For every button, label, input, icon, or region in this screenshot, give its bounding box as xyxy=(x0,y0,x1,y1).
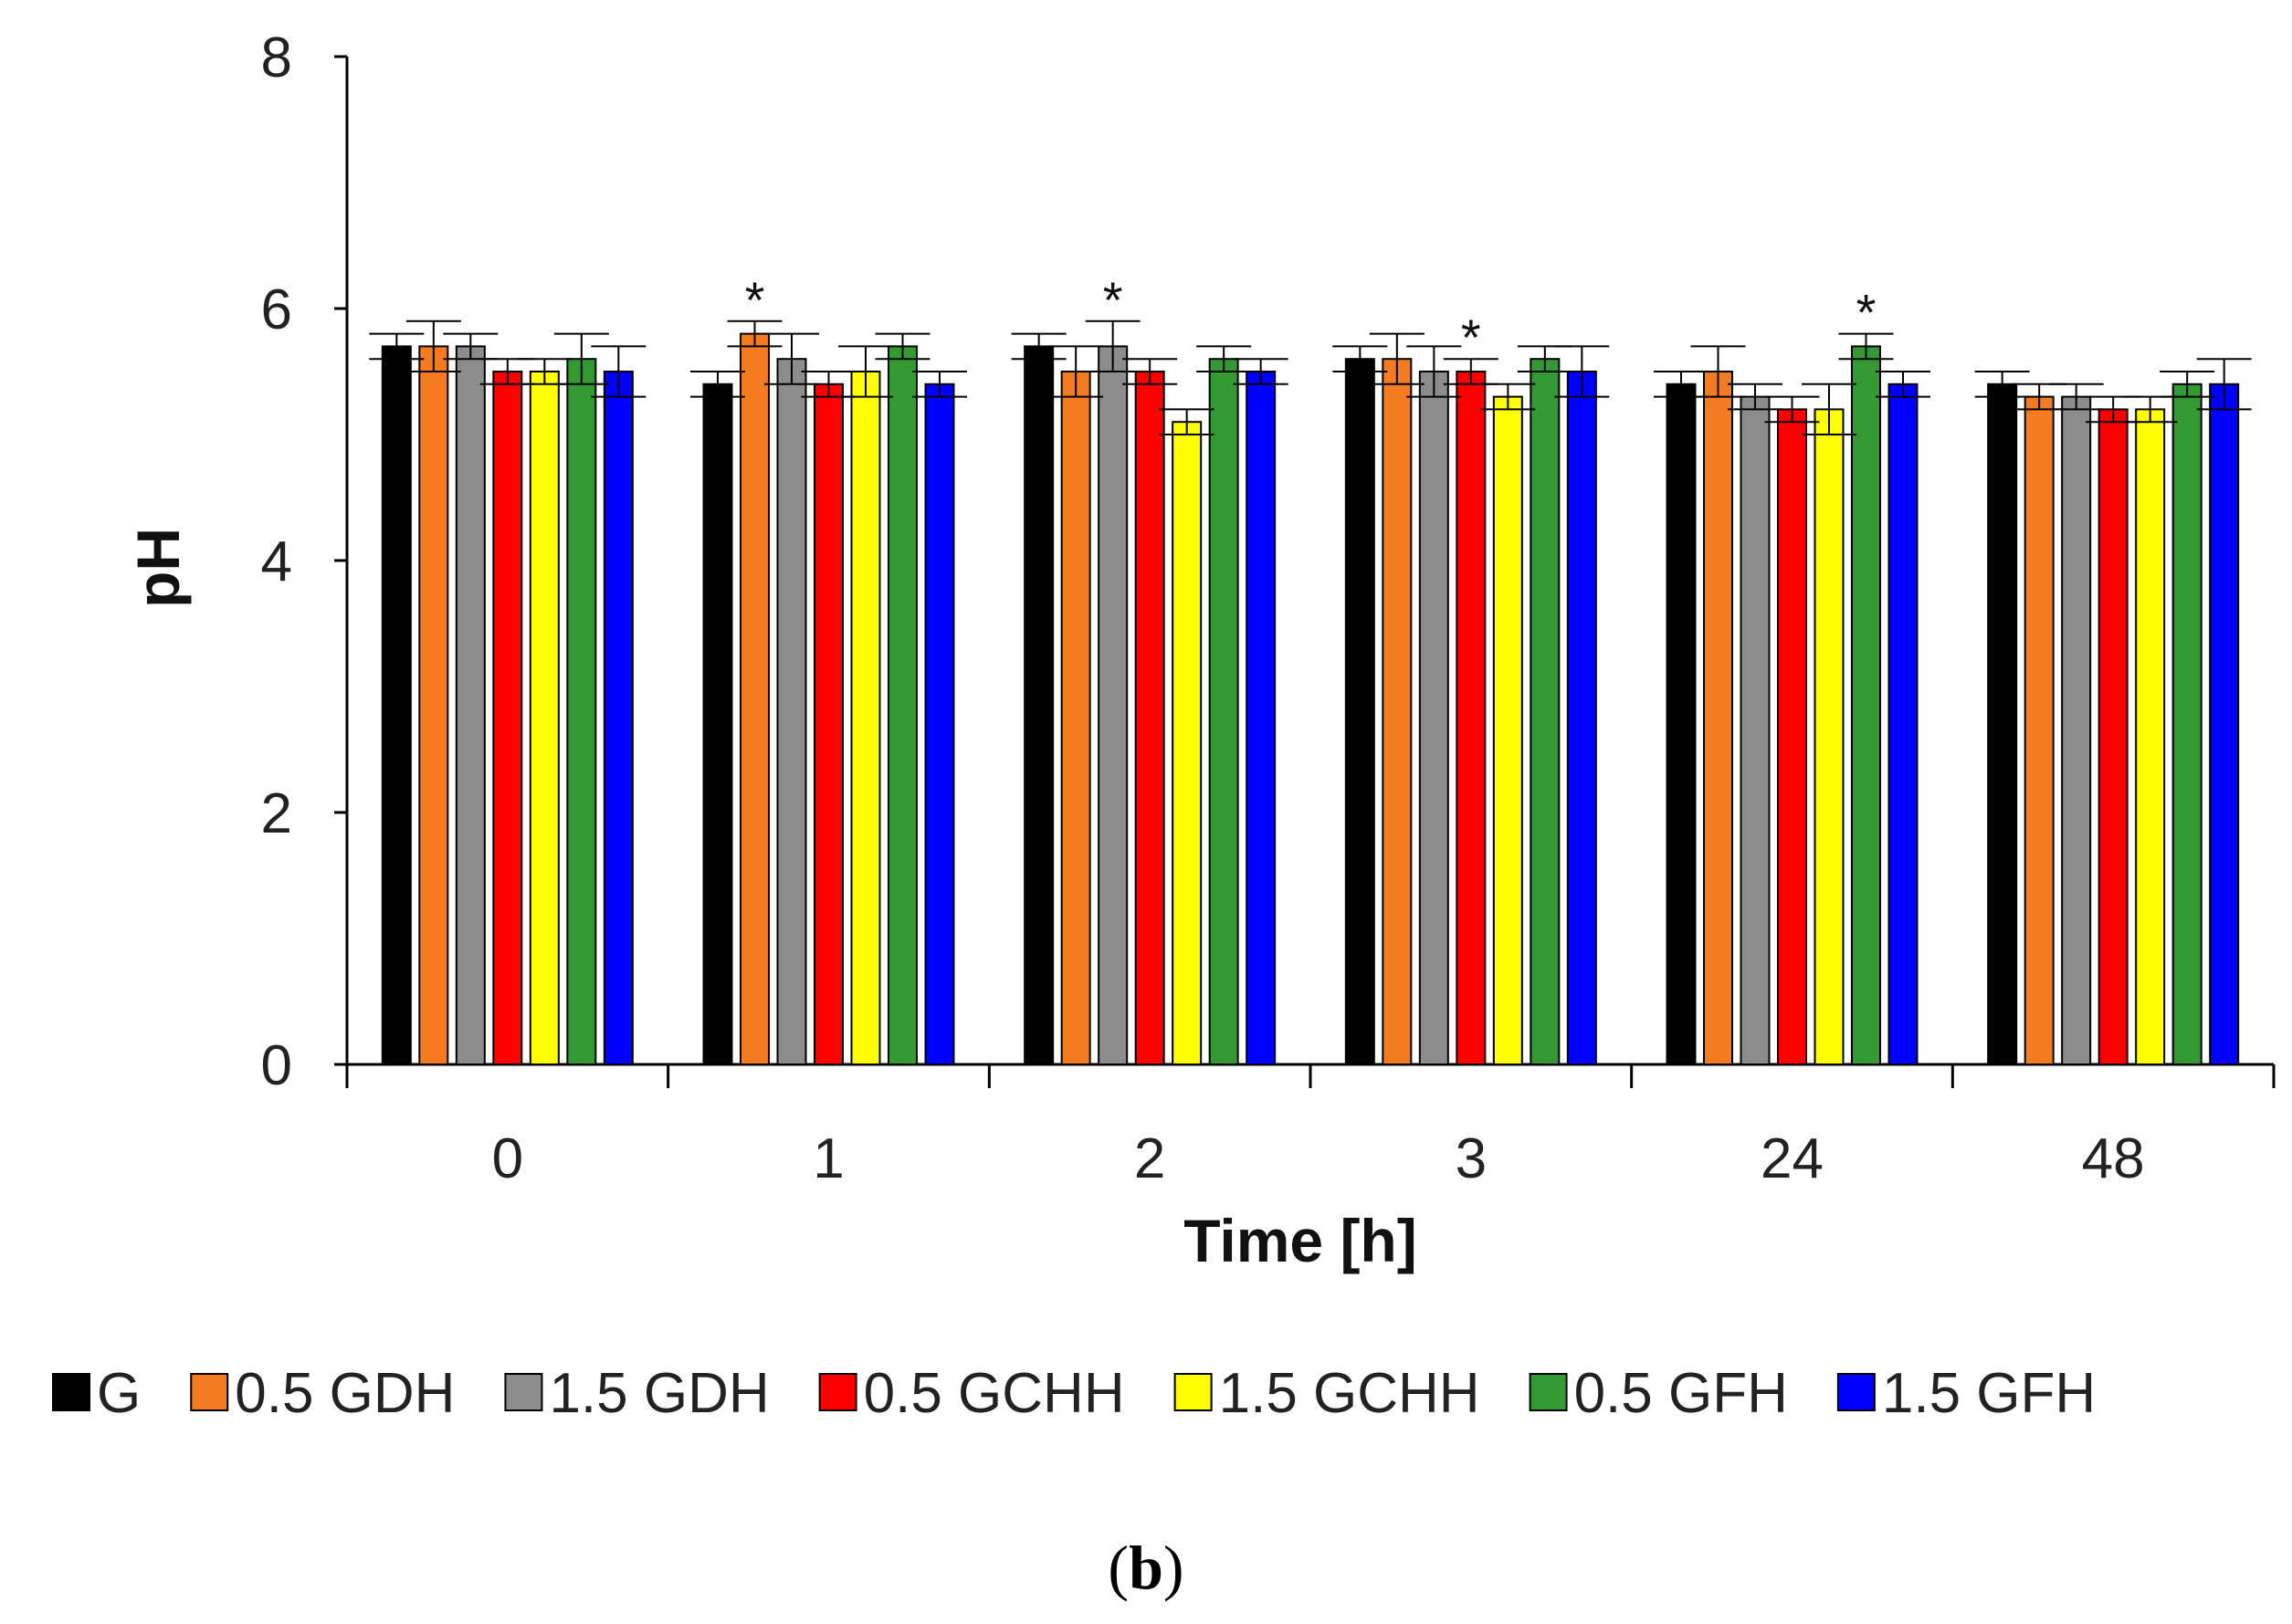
bar xyxy=(1740,395,1771,1066)
y-tick-label: 8 xyxy=(261,26,292,89)
x-tick-label: 3 xyxy=(1456,1127,1487,1190)
bar xyxy=(1456,371,1487,1065)
significance-marker: * xyxy=(745,271,765,329)
bar xyxy=(1024,345,1055,1065)
bar xyxy=(1566,371,1597,1065)
bar xyxy=(1887,382,1919,1065)
legend-item: 0.5 GCHH xyxy=(818,1362,1125,1425)
bar xyxy=(381,345,412,1065)
bar xyxy=(455,345,486,1065)
bar xyxy=(566,358,597,1065)
caption-label: b xyxy=(1129,1533,1163,1602)
legend-item: 1.5 GDH xyxy=(504,1362,770,1425)
y-tick-label: 4 xyxy=(261,530,292,593)
legend-label: 1.5 GDH xyxy=(549,1362,769,1425)
bar xyxy=(1246,371,1277,1065)
bar xyxy=(888,345,918,1065)
y-tick-label: 6 xyxy=(261,278,292,341)
legend-item: 1.5 GCHH xyxy=(1173,1362,1480,1425)
bar xyxy=(1851,345,1881,1065)
bar xyxy=(1703,371,1733,1065)
bars xyxy=(381,332,2240,1066)
y-tick-label: 2 xyxy=(261,782,292,845)
legend-item: 1.5 GFH xyxy=(1836,1362,2096,1425)
x-tick-label: 0 xyxy=(492,1127,523,1190)
bar xyxy=(1777,408,1807,1065)
bar xyxy=(776,358,807,1065)
bar xyxy=(492,371,523,1065)
bar xyxy=(702,382,733,1065)
y-tick-label: 0 xyxy=(261,1034,292,1097)
bar xyxy=(418,345,449,1065)
legend-swatch xyxy=(1173,1373,1213,1411)
x-axis-title: Time [h] xyxy=(1183,1207,1416,1274)
legend-swatch xyxy=(190,1373,229,1411)
x-tick-label: 1 xyxy=(813,1127,844,1190)
legend-swatch xyxy=(1836,1373,1876,1411)
caption-close: ) xyxy=(1163,1533,1184,1602)
legend-label: 1.5 GFH xyxy=(1882,1362,2096,1425)
bar xyxy=(603,371,634,1065)
legend-label: 0.5 GCHH xyxy=(864,1362,1125,1425)
bar xyxy=(924,382,955,1065)
bar xyxy=(1530,358,1561,1065)
legend: G 0.5 GDH 1.5 GDH 0.5 GCHH 1.5 GCHH 0.5 GFH 1.… xyxy=(52,1362,2096,1425)
significance-marker: * xyxy=(1856,284,1877,341)
bar xyxy=(1492,395,1523,1066)
bar xyxy=(1134,371,1165,1065)
bar xyxy=(2135,408,2166,1065)
bar xyxy=(1208,358,1239,1065)
caption-open: ( xyxy=(1108,1533,1129,1602)
legend-label: 0.5 GDH xyxy=(235,1362,455,1425)
error-bars xyxy=(369,320,2252,435)
legend-label: G xyxy=(97,1362,141,1425)
bar xyxy=(850,371,881,1065)
bar xyxy=(2209,382,2240,1065)
legend-label: 1.5 GCHH xyxy=(1219,1362,1480,1425)
bar xyxy=(2061,395,2092,1066)
bar xyxy=(1098,345,1129,1065)
bar xyxy=(1344,358,1375,1065)
legend-item: 0.5 GFH xyxy=(1529,1362,1788,1425)
bar xyxy=(1382,358,1413,1065)
significance-marker: * xyxy=(1461,309,1481,366)
legend-swatch xyxy=(52,1373,90,1411)
bar xyxy=(529,371,560,1065)
y-axis-title: pH xyxy=(124,528,192,608)
annotations: * * * * xyxy=(745,271,1877,366)
legend-swatch xyxy=(1529,1373,1568,1411)
bar xyxy=(1814,408,1845,1065)
significance-marker: * xyxy=(1103,271,1123,329)
x-tick-label: 2 xyxy=(1134,1127,1165,1190)
bar xyxy=(814,382,844,1065)
x-tick-label: 24 xyxy=(1761,1127,1824,1190)
bar xyxy=(740,332,770,1066)
bar xyxy=(1987,382,2018,1065)
legend-item: G xyxy=(52,1362,141,1425)
bar xyxy=(2171,382,2203,1065)
bar xyxy=(1418,371,1449,1065)
legend-swatch xyxy=(504,1373,543,1411)
bar xyxy=(1060,371,1091,1065)
bar xyxy=(1172,421,1203,1065)
bar xyxy=(2024,395,2055,1066)
legend-item: 0.5 GDH xyxy=(190,1362,455,1425)
legend-swatch xyxy=(818,1373,857,1411)
bar xyxy=(2097,408,2129,1065)
figure-caption: (b) xyxy=(1108,1533,1183,1602)
x-tick-label: 48 xyxy=(2082,1127,2145,1190)
bar xyxy=(1666,382,1697,1065)
legend-label: 0.5 GFH xyxy=(1574,1362,1788,1425)
